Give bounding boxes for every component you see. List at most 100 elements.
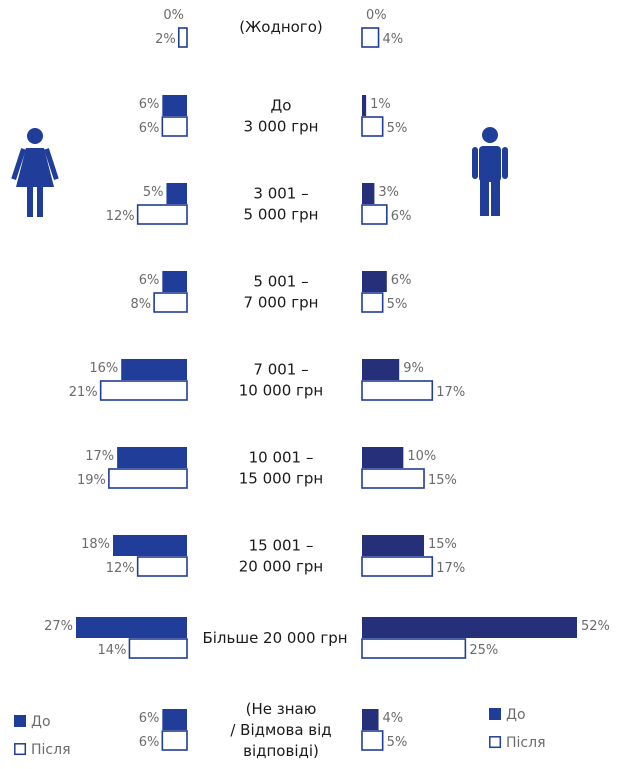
male-after-value: 5% <box>387 121 408 136</box>
male-icon-arm-right <box>502 147 508 179</box>
female-after-value: 19% <box>77 473 106 488</box>
female-before-value: 16% <box>89 361 118 376</box>
female-after-value: 12% <box>106 209 135 224</box>
female-after-value: 21% <box>69 385 98 400</box>
category-label: 15 000 грн <box>239 470 323 488</box>
category-label: (Не знаю <box>246 700 317 718</box>
male-after-value: 5% <box>387 297 408 312</box>
legend-swatch-before <box>14 715 26 727</box>
male-after-value: 25% <box>469 643 498 658</box>
male-after-bar <box>361 292 384 313</box>
legend-swatch-before <box>489 708 501 720</box>
male-before-value: 4% <box>383 711 404 726</box>
category-label: 10 001 – <box>249 449 314 467</box>
male-before-value: 6% <box>391 273 412 288</box>
category-label: 3 001 – <box>253 185 308 203</box>
category-label: / Відмова від <box>230 721 331 739</box>
category-label: 10 000 грн <box>239 382 323 400</box>
male-after-bar <box>361 468 425 489</box>
female-before-value: 0% <box>163 8 184 23</box>
male-icon-torso <box>479 146 501 182</box>
male-before-bar <box>362 95 367 116</box>
female-after-value: 6% <box>139 735 160 750</box>
female-after-bar <box>177 27 188 48</box>
legend-label: До <box>31 714 51 730</box>
male-before-bar <box>362 447 404 468</box>
legend-swatch-after <box>14 743 27 756</box>
male-icon-leg-right <box>491 178 500 216</box>
legend-label: До <box>506 707 526 723</box>
female-icon-leg-right <box>37 185 43 217</box>
female-after-bar <box>161 730 188 751</box>
male-after-value: 6% <box>391 209 412 224</box>
male-after-bar <box>361 380 434 401</box>
male-after-value: 17% <box>436 385 465 400</box>
male-icon-arm-left <box>472 147 478 179</box>
female-before-value: 6% <box>139 711 160 726</box>
category-label: 15 001 – <box>249 537 314 555</box>
female-after-bar <box>99 380 188 401</box>
female-before-bar <box>121 359 187 380</box>
female-before-value: 17% <box>85 449 114 464</box>
category-label: відповіді) <box>243 742 319 760</box>
female-after-bar <box>136 556 188 577</box>
female-after-value: 6% <box>139 121 160 136</box>
male-before-bar <box>362 617 577 638</box>
female-after-bar <box>108 468 188 489</box>
male-icon-head <box>482 127 498 143</box>
male-before-value: 9% <box>403 361 424 376</box>
male-before-value: 15% <box>428 537 457 552</box>
female-icon-arm-right <box>44 148 59 181</box>
female-before-value: 18% <box>81 537 110 552</box>
female-after-bar <box>161 116 188 137</box>
male-after-value: 4% <box>383 32 404 47</box>
category-label: 7 000 грн <box>244 294 319 312</box>
male-after-bar <box>361 204 388 225</box>
female-before-bar <box>166 183 187 204</box>
female-before-bar <box>113 535 187 556</box>
female-after-bar <box>153 292 188 313</box>
category-label: 5 001 – <box>253 273 308 291</box>
female-icon-leg-left <box>27 185 33 217</box>
male-before-bar <box>362 709 379 730</box>
male-after-value: 15% <box>428 473 457 488</box>
female-icon-arm-left <box>11 148 26 181</box>
male-before-value: 1% <box>370 97 391 112</box>
female-before-bar <box>76 617 187 638</box>
female-icon-head <box>27 128 43 144</box>
female-before-value: 6% <box>139 273 160 288</box>
female-after-value: 14% <box>98 643 127 658</box>
female-after-value: 8% <box>130 297 151 312</box>
male-before-bar <box>362 359 400 380</box>
male-before-bar <box>362 535 425 556</box>
female-icon-dress <box>16 148 54 187</box>
male-after-value: 5% <box>387 735 408 750</box>
male-after-bar <box>361 730 384 751</box>
male-after-bar <box>361 638 467 659</box>
male-after-bar <box>361 556 434 577</box>
legend-swatch-after <box>489 736 502 749</box>
category-label: 7 001 – <box>253 361 308 379</box>
female-before-value: 27% <box>44 619 73 634</box>
male-before-value: 3% <box>378 185 399 200</box>
female-before-bar <box>117 447 187 468</box>
female-after-value: 12% <box>106 561 135 576</box>
male-after-value: 17% <box>436 561 465 576</box>
category-label: 3 000 грн <box>244 118 319 136</box>
male-before-value: 10% <box>407 449 436 464</box>
category-label: До <box>271 97 292 115</box>
male-after-bar <box>361 116 384 137</box>
male-before-value: 52% <box>581 619 610 634</box>
female-after-bar <box>128 638 188 659</box>
female-before-value: 5% <box>143 185 164 200</box>
female-icon <box>11 128 59 217</box>
male-before-value: 0% <box>366 8 387 23</box>
category-label: Більше 20 000 грн <box>202 629 347 647</box>
category-label: 20 000 грн <box>239 558 323 576</box>
female-before-bar <box>162 709 187 730</box>
male-icon-leg-left <box>480 178 489 216</box>
female-before-bar <box>162 95 187 116</box>
female-after-bar <box>136 204 188 225</box>
male-before-bar <box>362 271 387 292</box>
